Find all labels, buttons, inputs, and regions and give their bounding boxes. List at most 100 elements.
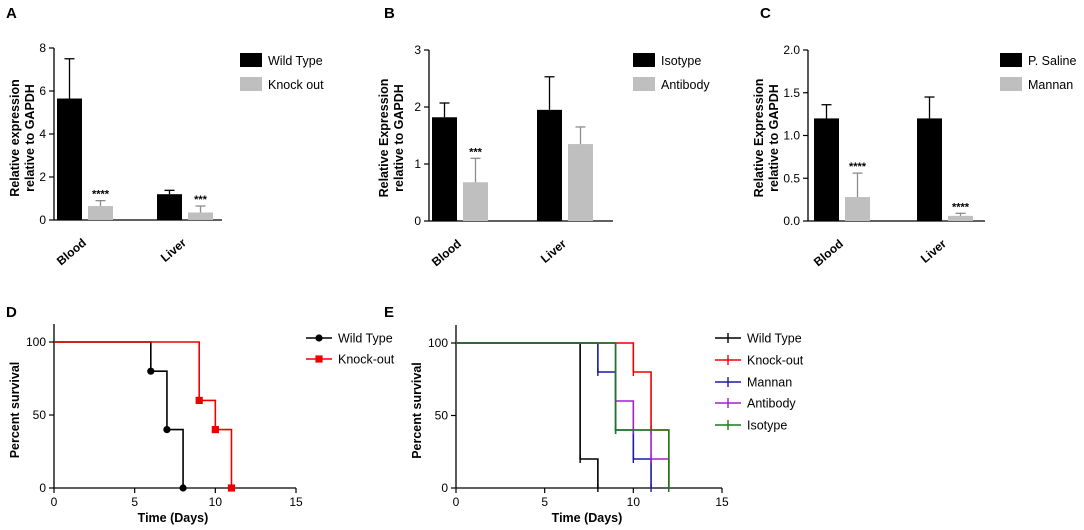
survival-curve-knock-out — [54, 341, 233, 488]
legend-label: Knock-out — [338, 353, 395, 367]
y-tick-label: 0 — [441, 481, 448, 495]
legend-label: Mannan — [747, 376, 792, 390]
x-tick-label: 10 — [627, 495, 641, 509]
panel-letter: A — [6, 5, 17, 22]
y-tick-label: 3 — [414, 43, 421, 57]
legend-swatch — [633, 77, 655, 91]
y-tick-label: 100 — [428, 336, 448, 350]
bar-antibody-blood — [463, 182, 488, 221]
significance-marker: *** — [194, 194, 208, 206]
panel-letter: D — [6, 304, 17, 321]
legend-swatch — [240, 53, 262, 67]
y-tick-label: 8 — [39, 41, 46, 55]
panel-a: A 0 2 4 6 8 Relative expression relative to GAP… — [6, 5, 324, 268]
y-tick-label: 0.0 — [783, 214, 800, 228]
bar-p-saline-blood — [814, 118, 839, 221]
x-tick-label: 15 — [289, 495, 303, 509]
data-point-wild-type — [179, 484, 187, 492]
bar-antibody-liver — [568, 144, 593, 221]
y-tick-label: 50 — [435, 409, 449, 423]
x-category-label: Blood — [54, 236, 89, 269]
y-tick-label: 1.0 — [783, 129, 800, 143]
y-tick-label: 100 — [26, 335, 46, 349]
x-category-label: Blood — [429, 237, 464, 270]
bar-isotype-liver — [537, 109, 562, 221]
y-tick-label: 1 — [414, 157, 421, 171]
survival-curve-antibody — [456, 342, 670, 488]
bar-p-saline-liver — [917, 118, 942, 221]
panel-letter: B — [384, 5, 395, 22]
y-tick-label: 0 — [414, 214, 421, 228]
survival-curve-wild-type — [54, 341, 184, 488]
y-tick-label: 6 — [39, 84, 46, 98]
legend-label: Antibody — [661, 78, 710, 92]
y-axis-title: relative to GAPDH — [392, 84, 406, 192]
panel-d: D 0 50 100 0 5 10 15 Time (Days) Percent survival… — [6, 304, 395, 525]
bar-isotype-blood — [432, 117, 457, 221]
panel-letter: E — [384, 304, 394, 321]
y-axis-title: Relative expression — [8, 79, 22, 196]
y-axis-title: Relative Expression — [377, 79, 391, 198]
x-axis-title: Time (Days) — [552, 511, 623, 525]
panel-c: C 0.0 0.5 1.0 1.5 2.0 Relative Expression relat… — [752, 5, 1076, 269]
legend-marker — [315, 334, 323, 342]
panel-letter: C — [760, 5, 771, 22]
legend-swatch — [1000, 53, 1022, 67]
x-tick-label: 5 — [541, 495, 548, 509]
panel-b: B 0 1 2 3 Relative Expression relative to GAPD… — [377, 5, 710, 269]
significance-marker: *** — [469, 146, 483, 158]
data-point-knock-out — [227, 484, 236, 492]
significance-marker: **** — [952, 201, 970, 213]
legend-label: Knock out — [268, 78, 324, 92]
x-category-label: Liver — [918, 236, 949, 265]
x-category-label: Liver — [158, 235, 189, 264]
y-axis-title: relative to GAPDH — [767, 84, 781, 192]
x-tick-label: 0 — [453, 495, 460, 509]
bar-wild-type-blood — [57, 98, 82, 220]
x-tick-label: 5 — [131, 495, 138, 509]
legend-swatch — [633, 53, 655, 67]
legend-marker — [315, 355, 323, 363]
data-point-knock-out — [211, 426, 219, 434]
y-axis-title: Percent survival — [8, 362, 22, 459]
y-axis-title: Percent survival — [410, 362, 424, 459]
data-point-wild-type — [147, 367, 155, 375]
data-point-knock-out — [195, 396, 203, 404]
x-axis-title: Time (Days) — [138, 511, 209, 525]
x-tick-label: 0 — [51, 495, 58, 509]
survival-curve-wild-type — [456, 342, 599, 488]
legend-label: Isotype — [747, 419, 787, 433]
legend-label: Wild Type — [268, 54, 323, 68]
data-point-wild-type — [163, 426, 171, 434]
survival-curve-mannan — [456, 342, 652, 488]
y-tick-label: 4 — [39, 127, 46, 141]
legend-swatch — [240, 77, 262, 91]
y-tick-label: 0.5 — [783, 171, 800, 185]
x-category-label: Blood — [811, 237, 846, 270]
y-axis-title: Relative Expression — [752, 79, 766, 198]
x-tick-label: 15 — [715, 495, 729, 509]
legend-label: Isotype — [661, 54, 701, 68]
y-tick-label: 2 — [414, 100, 421, 114]
y-tick-label: 2 — [39, 170, 46, 184]
bar-knock-out-liver — [188, 212, 213, 220]
y-axis-title: relative to GAPDH — [23, 84, 37, 192]
bar-mannan-liver — [948, 215, 973, 221]
x-tick-label: 10 — [209, 495, 223, 509]
survival-curve-knock-out — [456, 342, 670, 488]
survival-curve-isotype — [456, 342, 670, 488]
y-tick-label: 2.0 — [783, 43, 800, 57]
y-tick-label: 0 — [39, 481, 46, 495]
y-tick-label: 0 — [39, 213, 46, 227]
bar-mannan-blood — [845, 197, 870, 221]
legend-label: Antibody — [747, 397, 796, 411]
y-tick-label: 50 — [33, 408, 47, 422]
legend-label: Wild Type — [338, 332, 393, 346]
legend-label: P. Saline — [1028, 54, 1076, 68]
legend-swatch — [1000, 77, 1022, 91]
significance-marker: **** — [92, 189, 110, 201]
y-tick-label: 1.5 — [783, 86, 800, 100]
legend-label: Mannan — [1028, 78, 1073, 92]
bar-knock-out-blood — [88, 206, 113, 220]
